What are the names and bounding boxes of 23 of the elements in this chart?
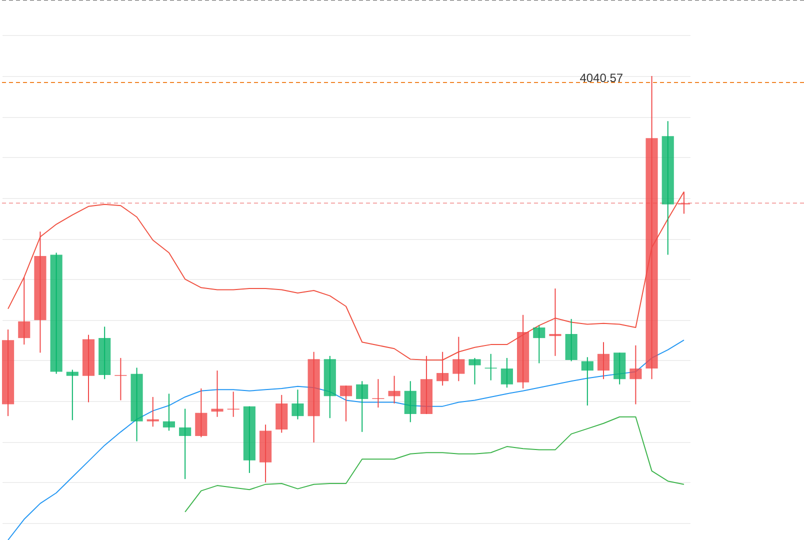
candlestick <box>146 396 159 428</box>
candlestick <box>211 370 224 418</box>
candlestick <box>356 380 368 432</box>
candlestick <box>581 356 594 406</box>
candlestick <box>533 324 546 364</box>
candlestick <box>404 380 416 423</box>
candlestick <box>292 389 304 420</box>
annotation: 4040.57 <box>580 71 624 86</box>
candlestick <box>179 408 192 480</box>
candlestick <box>114 357 127 401</box>
candlestick <box>195 388 208 438</box>
candlestick <box>66 369 78 421</box>
candlestick <box>372 378 384 408</box>
candlestick <box>162 393 176 432</box>
candlestick <box>630 344 642 405</box>
candlestick <box>500 357 513 388</box>
candlestick <box>388 375 400 404</box>
candlestick <box>549 288 562 356</box>
candlestick <box>468 357 481 385</box>
candlestick <box>18 276 30 346</box>
candlestick <box>340 385 352 422</box>
candlestick <box>597 342 610 380</box>
candlestick <box>484 353 497 381</box>
